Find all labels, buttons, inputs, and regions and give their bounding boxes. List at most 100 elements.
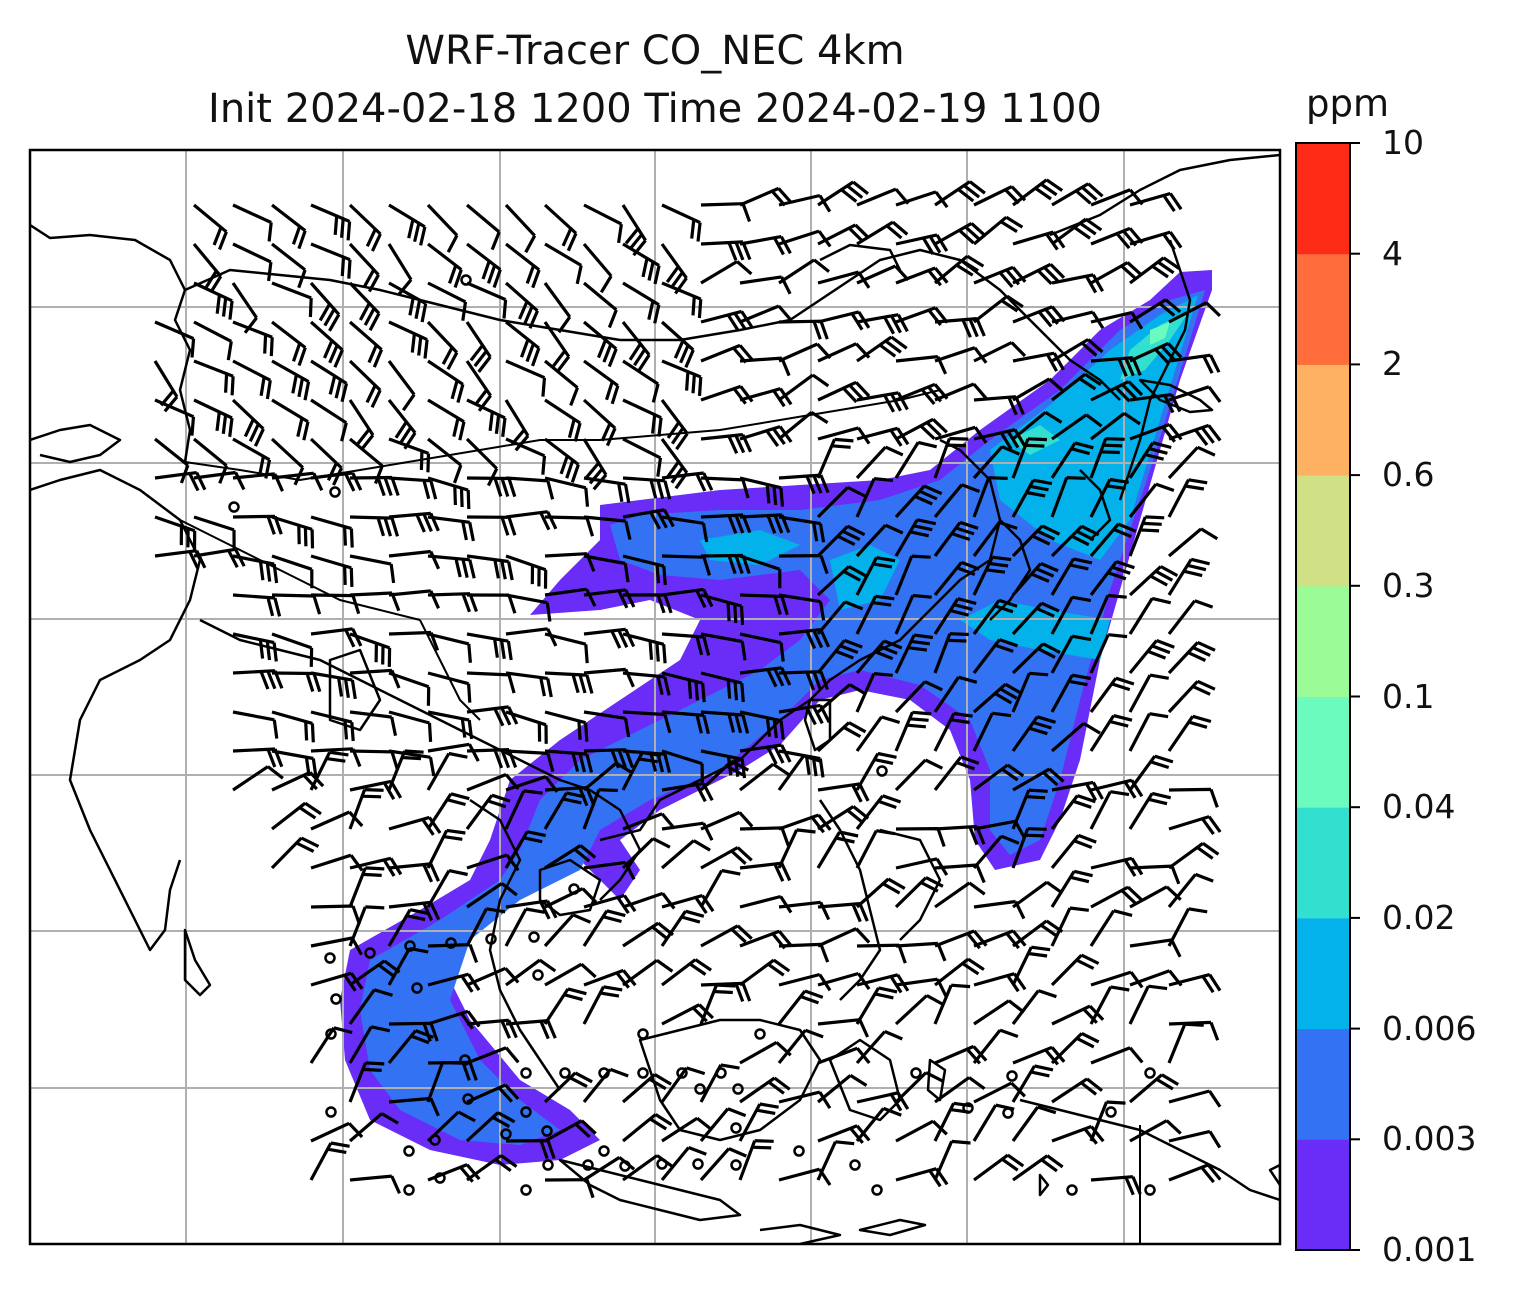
wind-barb <box>1089 1100 1126 1142</box>
map-frame <box>28 148 1282 1246</box>
wind-barb <box>388 749 436 777</box>
wind-barb <box>739 356 791 377</box>
wind-barb <box>895 266 949 287</box>
wind-barb <box>1012 377 1065 402</box>
wind-barb <box>582 788 618 830</box>
wind-barb <box>1011 478 1053 518</box>
wind-barb <box>543 1071 593 1104</box>
wind-barb <box>621 751 662 791</box>
wind-barb <box>1128 565 1179 597</box>
wind-barb <box>895 417 948 441</box>
wind-barb <box>933 632 969 674</box>
wind-barb <box>310 810 364 831</box>
wind-barb <box>778 473 830 495</box>
wind-barb <box>1051 1124 1105 1145</box>
calm-wind-circle <box>1006 1070 1018 1082</box>
wind-barb <box>193 281 234 320</box>
wind-barb <box>817 1018 870 1038</box>
wind-barb <box>310 515 354 548</box>
wind-barb <box>972 598 1018 635</box>
wind-barb <box>309 1026 353 1064</box>
wind-barb <box>1167 907 1208 947</box>
wind-barb <box>895 382 949 406</box>
map-title: WRF-Tracer CO_NEC 4km <box>405 28 905 74</box>
wind-barb <box>544 1119 597 1143</box>
wind-barb <box>1128 596 1172 635</box>
wind-barb <box>855 594 895 635</box>
wind-barbs <box>153 178 1222 1199</box>
wind-barb <box>426 828 466 869</box>
wind-barb <box>505 320 541 367</box>
wind-barb <box>778 193 832 213</box>
wind-barb <box>856 391 909 413</box>
calm-wind-circle <box>434 1172 446 1184</box>
wind-barb <box>700 710 750 734</box>
calm-wind-circle <box>1066 1184 1078 1196</box>
wind-barb <box>660 1066 706 1103</box>
wind-barb <box>232 765 284 792</box>
wind-barb <box>777 411 829 441</box>
wind-barb <box>894 1071 944 1104</box>
wind-barb <box>699 1147 747 1182</box>
wind-barb <box>1011 989 1057 1025</box>
calm-wind-circle <box>520 1106 532 1118</box>
wind-barb <box>856 220 909 246</box>
wind-barb <box>622 281 661 324</box>
wind-barb <box>465 907 506 947</box>
wind-barb <box>427 515 475 542</box>
wind-barb <box>583 1156 636 1182</box>
wind-barb <box>271 554 314 589</box>
colorbar-tick-label: 0.6 <box>1382 455 1435 495</box>
wind-barb <box>699 759 750 792</box>
calm-wind-circle <box>462 1093 474 1105</box>
wind-barb <box>934 180 986 207</box>
wind-barb <box>856 943 907 964</box>
wind-barb <box>855 445 904 480</box>
calm-wind-circle <box>1002 1107 1014 1119</box>
wind-barb <box>465 1111 516 1143</box>
wind-barb <box>700 846 753 870</box>
wind-barb <box>427 281 468 321</box>
wind-barb <box>661 671 706 703</box>
wind-barb <box>426 320 459 370</box>
wind-barb <box>544 710 589 742</box>
wind-barb <box>427 476 471 510</box>
wind-barb <box>1051 780 1104 801</box>
wind-barb <box>739 513 791 534</box>
wind-barb <box>1051 413 1103 441</box>
wind-barb <box>154 515 197 550</box>
calm-wind-circle <box>871 1184 883 1196</box>
wind-barb <box>1011 671 1049 713</box>
colorbar-segment <box>1296 585 1350 697</box>
wind-barb <box>817 927 871 948</box>
wind-barb <box>388 281 428 323</box>
wind-barb <box>427 632 472 663</box>
wind-barb <box>856 1091 910 1112</box>
wind-barb <box>466 966 520 987</box>
wind-barb <box>582 398 617 447</box>
wind-barb <box>661 554 712 576</box>
wind-barb <box>310 853 364 872</box>
wind-barb <box>972 555 1012 596</box>
calm-wind-circle <box>411 982 423 994</box>
calm-wind-circle <box>520 1184 532 1196</box>
wind-barb <box>778 900 831 921</box>
wind-barb <box>193 515 236 549</box>
wind-barb <box>855 877 906 909</box>
wind-barb <box>778 670 830 691</box>
calm-wind-circle <box>692 1158 704 1170</box>
calm-wind-circle <box>910 1067 922 1079</box>
wind-barb <box>271 632 314 667</box>
wind-barb <box>622 710 672 734</box>
calm-wind-circle <box>445 937 457 949</box>
wind-barb <box>348 1061 385 1103</box>
wind-barb <box>895 827 946 848</box>
wind-barb <box>739 554 782 589</box>
wind-barb <box>465 203 501 251</box>
wind-barb <box>661 749 704 783</box>
wind-barb <box>1089 522 1137 558</box>
wind-barb <box>1089 633 1128 674</box>
wind-barb <box>154 471 207 492</box>
wind-barb <box>271 801 322 831</box>
wind-barb <box>231 282 258 334</box>
